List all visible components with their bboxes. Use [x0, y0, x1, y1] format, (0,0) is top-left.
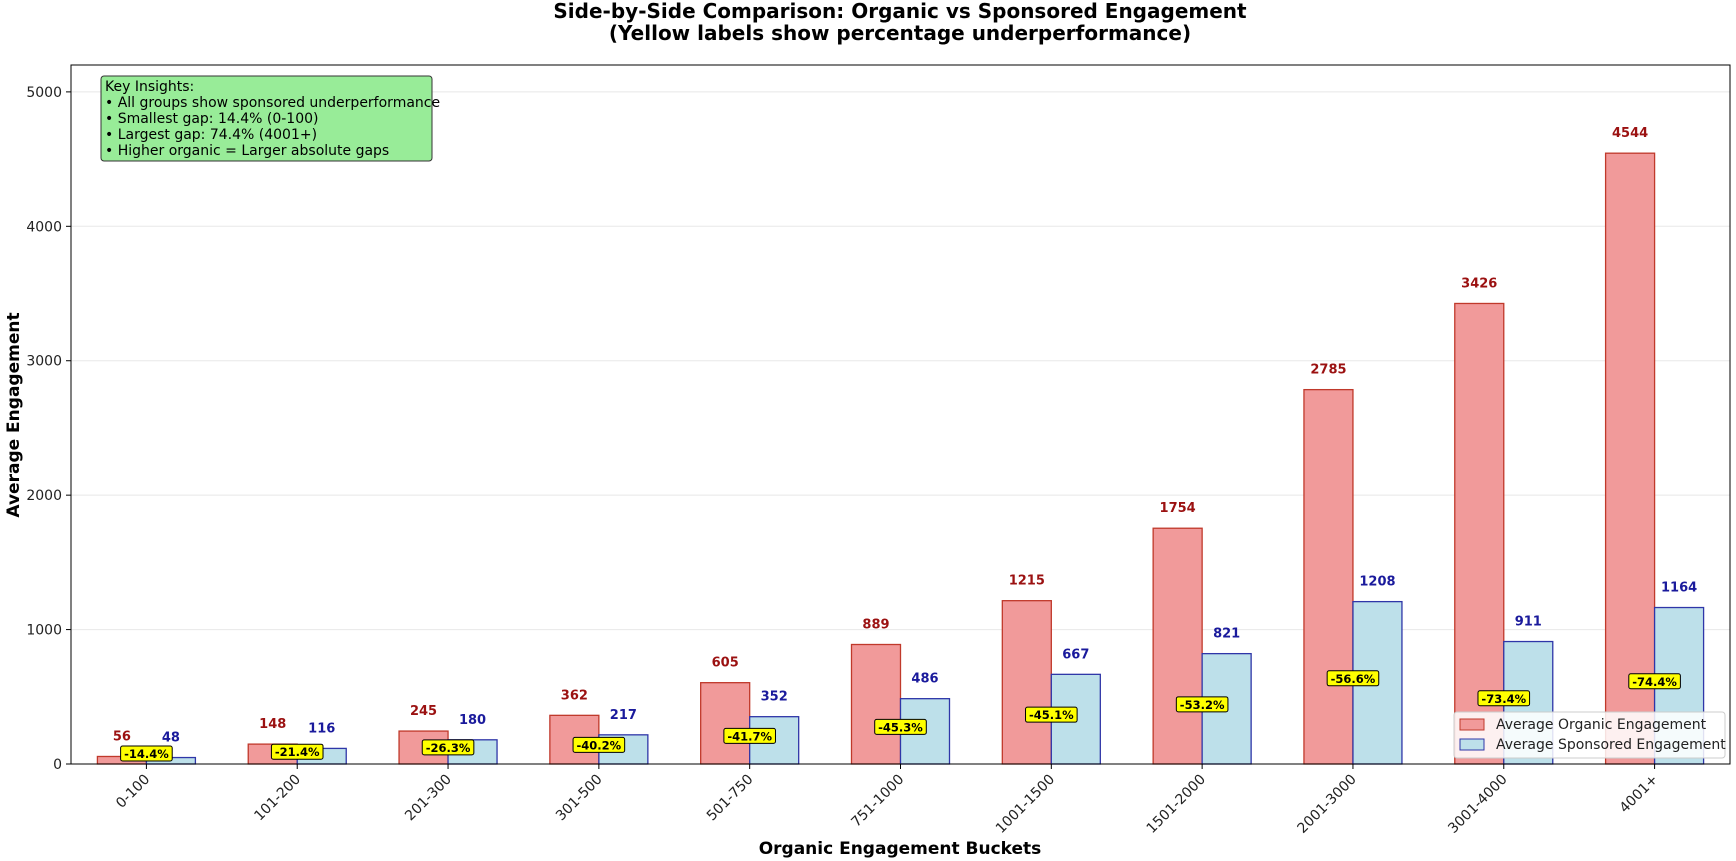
legend-swatch-organic	[1459, 718, 1485, 731]
y-tick-label: 4000	[26, 219, 62, 235]
gap-label-box	[1025, 706, 1078, 723]
insight-line: • All groups show sponsored underperform…	[105, 95, 440, 111]
x-tick-label: 1501-2000	[1144, 772, 1209, 837]
organic-bar	[1303, 388, 1354, 765]
organic-bar	[1454, 302, 1505, 765]
organic-value-label: 2785	[1310, 363, 1346, 378]
legend-background	[1453, 711, 1726, 759]
y-tick-label: 2000	[26, 488, 62, 504]
insight-line: • Largest gap: 74.4% (4001+)	[105, 127, 317, 143]
gap-label-box	[1175, 696, 1229, 713]
insight-line: • Higher organic = Larger absolute gaps	[105, 143, 389, 159]
gap-label: -53.2%	[1180, 698, 1225, 712]
y-tick-label: 5000	[26, 85, 62, 101]
organic-bar	[850, 643, 902, 765]
legend: Average Organic Engagement Average Spons…	[1453, 711, 1726, 759]
chart-subtitle: (Yellow labels show percentage underperf…	[609, 21, 1191, 45]
sponsored-value-label: 217	[610, 708, 637, 723]
value-labels: 56 48 148 116 245 180 362 217 605 352 889 486 1215 66…	[113, 126, 1697, 745]
x-tick-label: 301-500	[553, 772, 606, 825]
x-tick-label: 4001+	[1617, 772, 1662, 817]
sponsored-value-label: 1208	[1359, 575, 1395, 590]
x-tick-label: 2001-3000	[1295, 772, 1360, 837]
organic-value-label: 56	[113, 729, 131, 744]
organic-value-label: 3426	[1461, 276, 1497, 291]
sponsored-value-label: 1164	[1661, 581, 1697, 596]
organic-value-label: 889	[862, 617, 889, 632]
x-tick-label: 0-100	[113, 772, 153, 812]
legend-label-organic: Average Organic Engagement	[1496, 717, 1707, 733]
gap-label-box	[572, 736, 626, 753]
organic-bar	[1152, 527, 1203, 765]
gap-label-box	[1477, 690, 1531, 707]
x-tick-label: 201-300	[402, 772, 455, 825]
sponsored-value-label: 911	[1515, 615, 1542, 630]
x-tick-label: 501-750	[704, 772, 757, 825]
y-tick-label: 0	[53, 757, 62, 773]
organic-value-label: 148	[259, 717, 286, 732]
organic-bar	[700, 682, 751, 765]
sponsored-value-label: 352	[761, 690, 788, 705]
gap-label: -45.3%	[878, 720, 923, 734]
plot-frame	[70, 64, 1731, 765]
organic-value-label: 1215	[1009, 574, 1045, 589]
sponsored-value-label: 48	[162, 731, 180, 746]
legend-swatch-sponsored	[1459, 738, 1485, 751]
insight-line: Key Insights:	[105, 79, 194, 95]
sponsored-value-label: 116	[308, 721, 335, 736]
gap-label: -45.1%	[1029, 708, 1074, 722]
gap-label: -40.2%	[577, 738, 622, 752]
gap-label: -56.6%	[1331, 672, 1376, 686]
gap-label-box	[1326, 670, 1380, 687]
gap-label: -26.3%	[426, 741, 471, 755]
x-tick-label: 101-200	[251, 772, 304, 825]
gap-label: -21.4%	[275, 745, 320, 759]
gap-label-box	[874, 718, 927, 735]
organic-value-label: 362	[561, 688, 588, 703]
gap-label: -74.4%	[1632, 675, 1677, 689]
sponsored-value-label: 180	[459, 713, 486, 728]
insights-box-background	[100, 75, 433, 162]
sponsored-value-label: 821	[1213, 627, 1240, 642]
gap-label-box	[421, 739, 475, 756]
organic-value-label: 245	[410, 704, 437, 719]
gap-labels: -14.4% -21.4% -26.3% -40.2% -41.7% -45.3% -45.…	[120, 670, 1681, 762]
y-tick-label: 3000	[26, 354, 62, 370]
gap-label: -73.4%	[1481, 692, 1526, 706]
organic-value-label: 1754	[1160, 501, 1196, 516]
y-axis-title: Average Engagement	[4, 312, 24, 517]
gap-label-box	[120, 745, 173, 762]
insight-line: • Smallest gap: 14.4% (0-100)	[105, 111, 319, 127]
sponsored-value-label: 486	[911, 672, 938, 687]
bars	[96, 152, 1705, 765]
organic-bar	[1604, 152, 1656, 765]
x-tick-label: 3001-4000	[1445, 772, 1510, 837]
insights-box: Key Insights: • All groups show sponsore…	[100, 75, 440, 162]
x-tick-label: 1001-1500	[993, 772, 1058, 837]
legend-label-sponsored: Average Sponsored Engagement	[1496, 737, 1726, 753]
x-axis-title: Organic Engagement Buckets	[759, 839, 1042, 859]
gap-label: -41.7%	[727, 729, 772, 743]
gap-label-box	[723, 727, 776, 744]
x-tick-label: 751-1000	[848, 772, 907, 831]
sponsored-value-label: 667	[1062, 647, 1089, 662]
organic-value-label: 605	[712, 656, 739, 671]
organic-value-label: 4544	[1612, 126, 1648, 141]
y-tick-label: 1000	[26, 623, 62, 639]
organic-bar	[1001, 600, 1052, 765]
gap-label-box	[1628, 673, 1681, 690]
gap-label-box	[270, 743, 324, 760]
gap-label: -14.4%	[124, 747, 169, 761]
chart-title: Side-by-Side Comparison: Organic vs Spon…	[553, 0, 1247, 23]
